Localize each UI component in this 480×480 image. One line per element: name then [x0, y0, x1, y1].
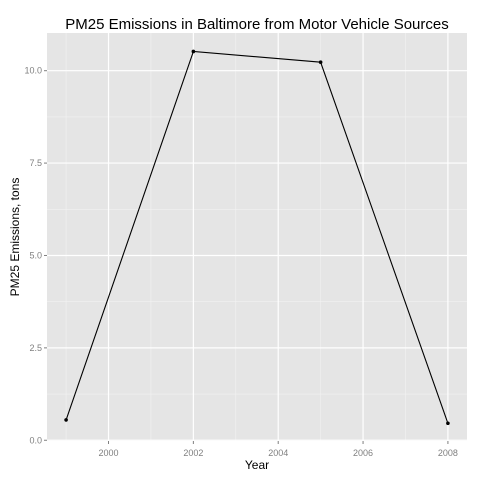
- data-points: [64, 49, 450, 426]
- y-tick-label: 5.0: [29, 250, 42, 260]
- x-axis-label: Year: [245, 458, 269, 472]
- data-point: [446, 421, 450, 426]
- grid: [47, 33, 467, 441]
- y-tick-label: 0.0: [29, 435, 42, 445]
- series-line-layer: [65, 50, 449, 424]
- chart-title: PM25 Emissions in Baltimore from Motor V…: [65, 16, 448, 33]
- y-tick-label: 2.5: [29, 343, 42, 353]
- x-tick-label: 2006: [353, 448, 373, 458]
- y-tick-label: 10.0: [24, 66, 42, 76]
- x-tick-label: 2002: [183, 448, 203, 458]
- data-point: [64, 418, 68, 422]
- plot-panel: [47, 33, 467, 441]
- x-axis-ticks: 2000 2002 2004 2006 2008: [98, 441, 458, 458]
- x-tick-label: 2008: [438, 448, 458, 458]
- y-axis-label: PM25 Emissions, tons: [8, 178, 22, 297]
- series-line: [65, 50, 449, 424]
- y-tick-label: 7.5: [29, 158, 42, 168]
- data-point: [318, 60, 323, 64]
- x-tick-label: 2000: [98, 448, 118, 458]
- data-point: [191, 49, 196, 54]
- x-tick-label: 2004: [268, 448, 288, 458]
- y-axis-ticks: 0.0 2.5 5.0 7.5 10.0: [24, 66, 47, 445]
